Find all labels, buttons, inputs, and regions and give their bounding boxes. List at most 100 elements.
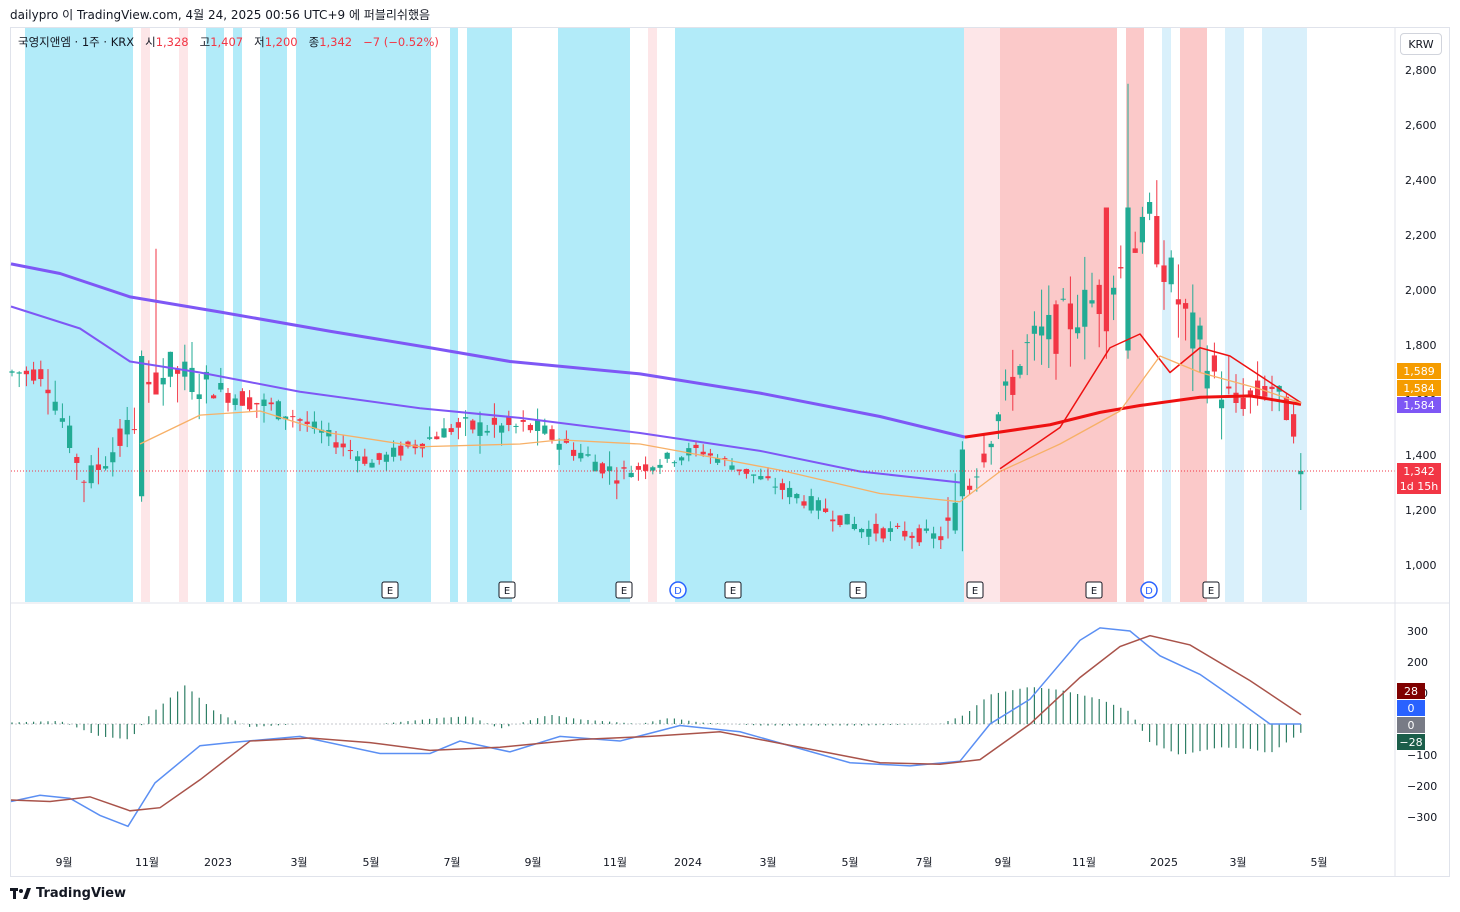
close-value: 1,342 bbox=[319, 35, 353, 49]
candle-body bbox=[650, 467, 656, 471]
candle-body bbox=[880, 528, 886, 539]
event-marker-e: E bbox=[724, 581, 742, 599]
candle-body bbox=[1089, 300, 1095, 304]
chart-frame[interactable] bbox=[10, 27, 1450, 877]
time-axis-tick: 3월 bbox=[759, 856, 776, 869]
macd-tag-bg bbox=[1397, 683, 1425, 699]
price-axis-tick: 2,600 bbox=[1405, 119, 1437, 132]
candle-body bbox=[268, 402, 274, 405]
price-tag-bg bbox=[1397, 363, 1441, 379]
candle-body bbox=[1132, 248, 1138, 253]
symbol-name[interactable]: 국영지앤엠 · 1주 · KRX bbox=[18, 35, 135, 49]
candle-body bbox=[859, 528, 865, 533]
signal-band bbox=[467, 28, 512, 602]
symbol-legend[interactable]: 국영지앤엠 · 1주 · KRX 시1,328 고1,407 저1,200 종1… bbox=[18, 34, 439, 50]
event-marker-e: E bbox=[849, 581, 867, 599]
candle-body bbox=[801, 501, 807, 506]
price-tag-text: 1,584 bbox=[1403, 382, 1435, 395]
candle-body bbox=[808, 496, 814, 511]
ma-line-short bbox=[139, 355, 1302, 503]
candle-body bbox=[959, 449, 965, 497]
close-label: 종 bbox=[308, 35, 320, 49]
macd-tag: −28 bbox=[1397, 734, 1425, 750]
time-axis-tick: 7월 bbox=[443, 856, 460, 869]
candle-body bbox=[283, 416, 289, 420]
signal-band bbox=[1126, 28, 1144, 602]
price-tag: 1,589 bbox=[1397, 363, 1441, 379]
candle-body bbox=[1060, 298, 1066, 300]
candle-body bbox=[376, 453, 382, 460]
signal-band bbox=[141, 28, 150, 602]
candle-body bbox=[275, 401, 281, 420]
candle-body bbox=[196, 394, 202, 400]
candle-body bbox=[722, 458, 728, 460]
ma-line-long bbox=[10, 262, 966, 439]
candle-body bbox=[707, 453, 713, 456]
candle-body bbox=[974, 476, 980, 478]
candle-body bbox=[427, 437, 433, 439]
candle-body bbox=[1046, 314, 1052, 340]
time-axis-tick: 9월 bbox=[55, 856, 72, 869]
candle-body bbox=[491, 417, 497, 425]
candle-body bbox=[1125, 207, 1131, 351]
tradingview-logo[interactable]: TradingView bbox=[10, 886, 126, 901]
earnings-marker-label: E bbox=[504, 586, 510, 597]
candle-body bbox=[1031, 325, 1037, 334]
candle-body bbox=[1010, 376, 1016, 395]
currency-selector[interactable]: KRW bbox=[1400, 33, 1442, 55]
signal-band bbox=[1225, 28, 1244, 602]
candle-body bbox=[1219, 399, 1225, 409]
candle-body bbox=[153, 372, 159, 395]
candle-body bbox=[405, 441, 411, 447]
signal-band bbox=[450, 28, 458, 602]
candle-body bbox=[45, 389, 51, 394]
earnings-marker-box bbox=[1085, 581, 1103, 599]
earnings-marker-label: E bbox=[1091, 586, 1097, 597]
candle-body bbox=[254, 402, 260, 405]
candle-body bbox=[74, 457, 80, 463]
candle-body bbox=[59, 418, 65, 422]
candle-body bbox=[139, 356, 145, 497]
candle-body bbox=[837, 515, 843, 525]
earnings-marker-label: E bbox=[621, 586, 627, 597]
candle-body bbox=[981, 453, 987, 463]
candle-body bbox=[1139, 216, 1145, 243]
candle-body bbox=[398, 445, 404, 456]
candle-body bbox=[297, 419, 303, 421]
event-marker-d: D bbox=[669, 581, 687, 599]
candle-body bbox=[1075, 327, 1081, 334]
candle-body bbox=[67, 425, 73, 448]
candle-body bbox=[383, 454, 389, 462]
candle-body bbox=[167, 351, 173, 377]
candle-body bbox=[772, 486, 778, 488]
candle-body bbox=[1298, 470, 1304, 475]
dividend-marker-circle bbox=[669, 581, 687, 599]
candle-body bbox=[700, 451, 706, 455]
candle-body bbox=[290, 416, 296, 418]
signal-band bbox=[179, 28, 188, 602]
change-value: −7 (−0.52%) bbox=[363, 35, 439, 49]
candle-body bbox=[520, 419, 526, 422]
signal-band bbox=[558, 28, 630, 602]
candle-body bbox=[448, 428, 454, 433]
earnings-marker-label: E bbox=[387, 586, 393, 597]
signal-band bbox=[1162, 28, 1171, 602]
candle-body bbox=[664, 452, 670, 459]
price-tag: 1d 15h bbox=[1397, 478, 1441, 494]
time-axis-tick: 5월 bbox=[841, 856, 858, 869]
candle-body bbox=[614, 480, 620, 484]
price-axis-tick: 1,200 bbox=[1405, 504, 1437, 517]
candle-body bbox=[1039, 326, 1045, 336]
candle-body bbox=[232, 398, 238, 405]
candle-body bbox=[866, 528, 872, 537]
candle-body bbox=[851, 523, 857, 530]
candle-body bbox=[794, 493, 800, 499]
candle-body bbox=[218, 382, 224, 390]
candle-body bbox=[671, 462, 677, 464]
open-value: 1,328 bbox=[155, 35, 189, 49]
earnings-marker-label: E bbox=[972, 586, 978, 597]
candle-body bbox=[1096, 284, 1102, 315]
candle-body bbox=[967, 485, 973, 490]
candle-body bbox=[362, 456, 368, 464]
